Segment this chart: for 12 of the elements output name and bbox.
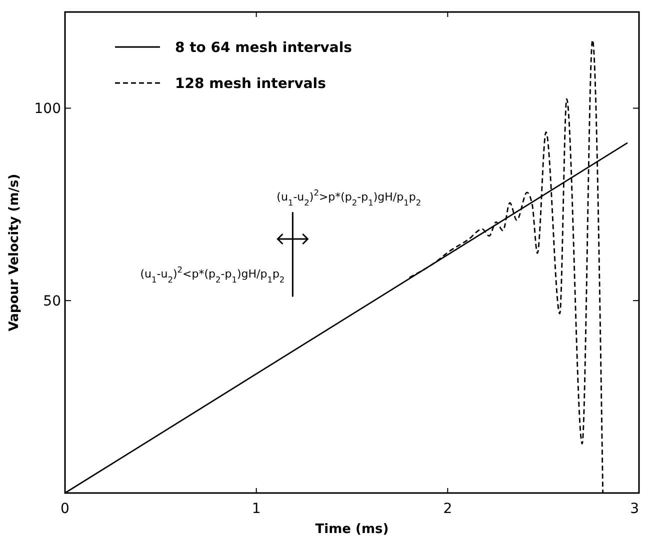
x-tick-label: 2 [443,501,452,517]
legend-label: 8 to 64 mesh intervals [175,40,352,56]
legend-label: 128 mesh intervals [175,76,326,92]
x-tick-label: 0 [60,501,70,517]
x-tick-label: 1 [252,501,261,517]
y-tick-label: 100 [34,101,61,118]
text: (u$_{1}$-u$_{2}$)$^{2}$<p*(p$_{2}$-p$_{1}$)gH/p$_{1}$p$_{2}$ [140,264,285,285]
y-axis-title: Vapour Velocity (m/s) [7,174,22,332]
x-axis-title: Time (ms) [315,522,389,537]
x-tick-label: 3 [630,501,639,517]
y-tick-label: 50 [43,294,61,310]
text: (u$_{1}$-u$_{2}$)$^{2}$>p*(p$_{2}$-p$_{1}$)gH/p$_{1}$p$_{2}$ [276,188,422,208]
